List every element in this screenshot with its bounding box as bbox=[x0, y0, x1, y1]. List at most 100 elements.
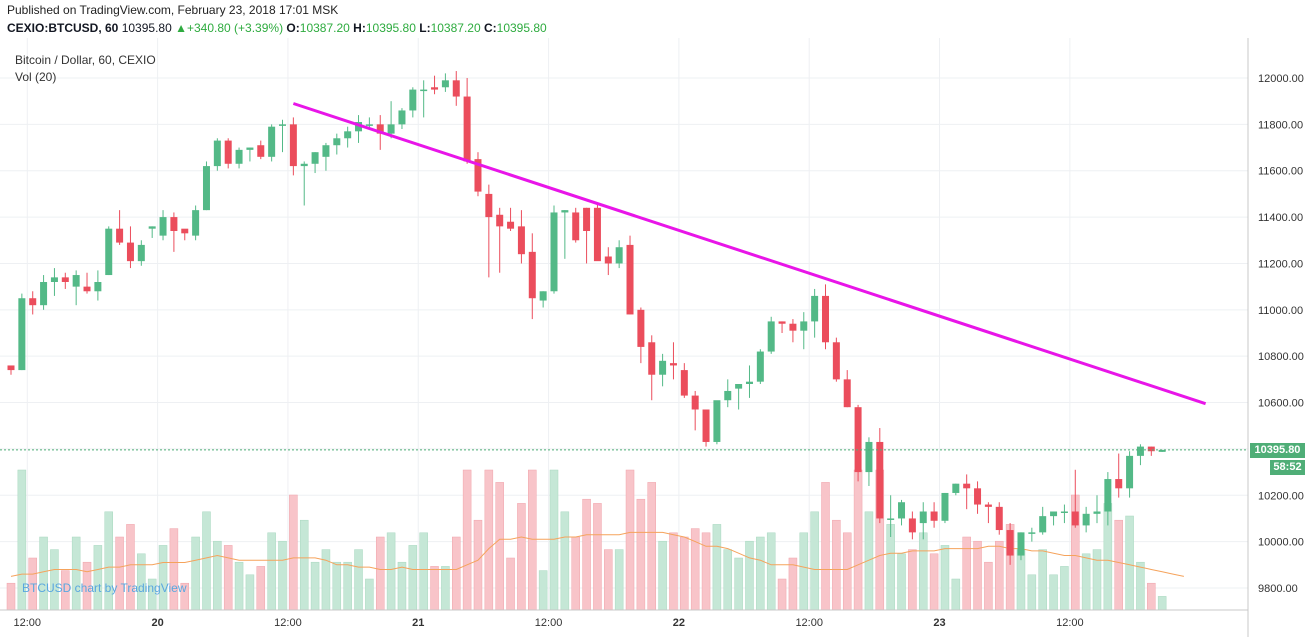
high-label: H: bbox=[353, 21, 366, 35]
volume-bar bbox=[1060, 566, 1069, 611]
candle bbox=[72, 270, 80, 306]
price-tick-label: 11200.00 bbox=[1258, 258, 1303, 270]
time-tick-label: 12:00 bbox=[535, 617, 563, 629]
volume-bar bbox=[1049, 574, 1058, 611]
candle bbox=[333, 133, 341, 155]
volume-bar bbox=[701, 532, 711, 611]
price-tick-label: 11600.00 bbox=[1258, 166, 1303, 178]
candle bbox=[930, 502, 938, 528]
candle bbox=[105, 226, 113, 276]
time-tick-label: 12:00 bbox=[1056, 617, 1084, 629]
volume-bar bbox=[995, 540, 1004, 611]
candle bbox=[669, 342, 677, 380]
candle bbox=[50, 268, 58, 296]
volume-bar bbox=[614, 549, 624, 611]
candle bbox=[61, 272, 69, 289]
volume-bar bbox=[321, 549, 331, 611]
candle bbox=[300, 161, 308, 206]
candle bbox=[159, 210, 167, 241]
tradingview-watermark[interactable]: BTCUSD chart by TradingView bbox=[22, 581, 187, 595]
candle bbox=[170, 212, 178, 252]
volume-bar bbox=[39, 536, 48, 611]
volume-bar bbox=[430, 566, 439, 611]
open-value: 10387.20 bbox=[299, 21, 350, 35]
volume-bar bbox=[745, 540, 754, 611]
price-tick-label: 10200.00 bbox=[1258, 490, 1304, 502]
candle bbox=[409, 87, 417, 118]
volume-bar bbox=[810, 511, 819, 611]
volume-bar bbox=[354, 549, 363, 611]
candle bbox=[898, 499, 906, 526]
volume-bar bbox=[169, 528, 179, 611]
candle bbox=[496, 207, 504, 273]
candle bbox=[680, 363, 688, 398]
volume-bar bbox=[473, 519, 483, 611]
time-axis[interactable]: 12:00 20 12:00 21 12:00 22 12:00 23 12:00 bbox=[14, 617, 1084, 629]
candle bbox=[778, 321, 786, 333]
price-tick-label: 11800.00 bbox=[1258, 119, 1303, 131]
candle bbox=[811, 288, 819, 338]
volume-bar bbox=[267, 532, 276, 611]
candle bbox=[83, 272, 91, 294]
volume-bar bbox=[636, 498, 646, 611]
candle bbox=[387, 101, 395, 139]
volume-bar bbox=[256, 566, 266, 611]
chart-grid bbox=[0, 38, 1248, 610]
candle bbox=[1060, 504, 1068, 524]
price-tick-label: 11400.00 bbox=[1258, 212, 1303, 224]
volume-bar bbox=[777, 578, 787, 611]
volume-bar bbox=[419, 532, 428, 611]
volume-bars bbox=[6, 469, 1167, 611]
symbol-label[interactable]: CEXIO:BTCUSD, 60 bbox=[7, 21, 119, 35]
volume-bar bbox=[1125, 515, 1134, 611]
volume-bar bbox=[929, 553, 939, 611]
candle bbox=[593, 203, 601, 262]
candle bbox=[1017, 532, 1025, 561]
volume-bar bbox=[375, 536, 385, 611]
candle bbox=[995, 502, 1003, 535]
candle bbox=[289, 117, 297, 176]
candle bbox=[224, 138, 232, 169]
candle bbox=[713, 400, 721, 445]
candle bbox=[1093, 495, 1101, 524]
trendline[interactable] bbox=[292, 102, 1207, 406]
candle bbox=[735, 384, 743, 410]
price-tick-label: 9800.00 bbox=[1258, 583, 1298, 595]
candle bbox=[181, 228, 189, 241]
open-label: O: bbox=[286, 21, 300, 35]
candlestick-series bbox=[7, 71, 1166, 565]
volume-bar bbox=[506, 557, 515, 611]
candle bbox=[583, 207, 591, 264]
volume-bar bbox=[365, 578, 374, 611]
price-axis[interactable]: 9800.0010000.0010200.0010400.0010600.001… bbox=[1258, 73, 1304, 595]
candle bbox=[322, 142, 330, 171]
candle bbox=[1158, 449, 1166, 452]
volume-bar bbox=[202, 511, 211, 611]
volume-bar bbox=[940, 545, 950, 611]
volume-bar bbox=[951, 578, 961, 611]
low-value: 10387.20 bbox=[430, 21, 481, 35]
high-value: 10395.80 bbox=[365, 21, 416, 35]
volume-bar bbox=[517, 503, 526, 611]
candle bbox=[344, 126, 352, 148]
volume-bar bbox=[278, 540, 287, 611]
volume-bar bbox=[126, 524, 135, 611]
candle bbox=[137, 240, 145, 266]
time-tick-label: 23 bbox=[933, 617, 945, 629]
candle bbox=[908, 511, 916, 540]
candle bbox=[452, 71, 460, 106]
candle bbox=[1071, 469, 1079, 528]
candle bbox=[626, 235, 634, 315]
volume-bar bbox=[1081, 553, 1091, 611]
candle bbox=[1126, 451, 1134, 498]
candle bbox=[550, 205, 558, 294]
candle bbox=[767, 316, 775, 354]
close-label: C: bbox=[483, 21, 497, 35]
volume-bar bbox=[332, 561, 342, 611]
published-caption: Published on TradingView.com, February 2… bbox=[7, 3, 339, 17]
candle bbox=[843, 370, 851, 408]
volume-bar bbox=[104, 511, 113, 611]
candle bbox=[463, 78, 471, 164]
candle bbox=[919, 502, 927, 540]
